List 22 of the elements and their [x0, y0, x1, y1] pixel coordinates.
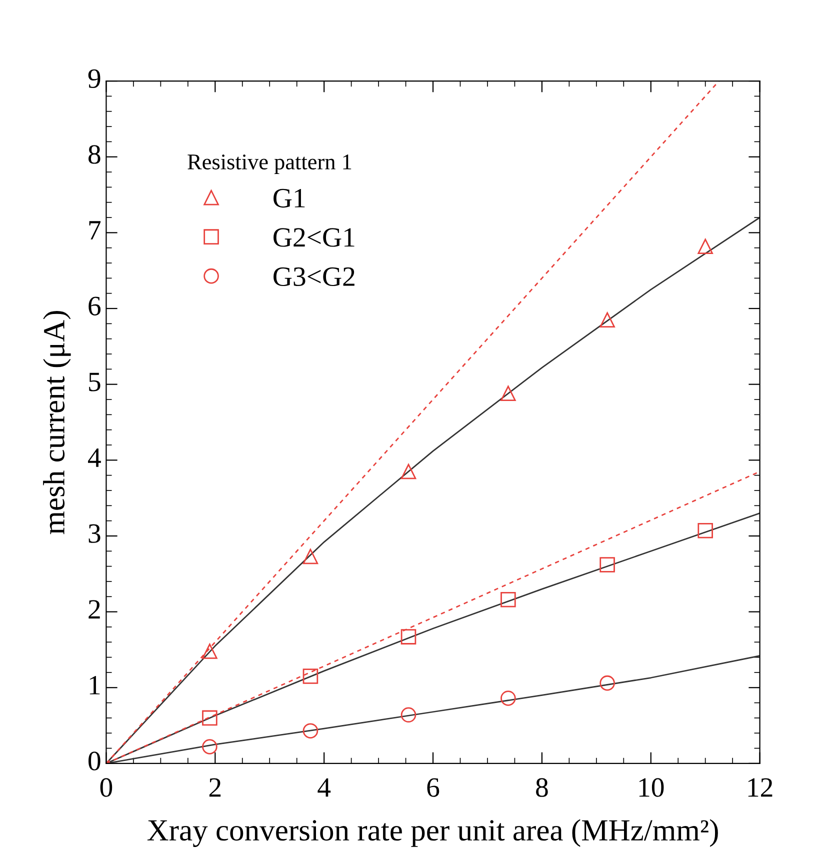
- y-tick-label: 9: [88, 69, 100, 88]
- legend-label: G3<G2: [274, 267, 354, 286]
- y-tick-label: 3: [88, 524, 100, 543]
- y-tick-label: 6: [88, 296, 101, 316]
- y-tick-label: 2: [88, 600, 100, 618]
- y-tick-label: 0: [88, 752, 100, 770]
- x-tick-label: 2: [209, 778, 221, 797]
- y-tick-label: 5: [89, 372, 100, 392]
- legend-title: Resistive pattern 1: [188, 154, 352, 174]
- legend-label: G2<G1: [274, 228, 354, 247]
- x-tick-label: 10: [639, 778, 664, 797]
- x-axis-title: Xray conversion rate per unit area (MHz/mm²): [147, 819, 718, 847]
- y-tick-label: 4: [88, 448, 101, 467]
- legend-label: G1: [274, 188, 305, 208]
- y-tick-label: 8: [88, 145, 100, 164]
- x-tick-label: 8: [536, 778, 548, 797]
- x-tick-label: 4: [318, 778, 331, 797]
- x-tick-label: 12: [748, 778, 772, 797]
- x-tick-label: 6: [427, 778, 440, 797]
- y-axis-title: mesh current (μA): [43, 311, 71, 534]
- y-tick-label: 1: [90, 676, 100, 694]
- y-tick-label: 7: [89, 221, 101, 240]
